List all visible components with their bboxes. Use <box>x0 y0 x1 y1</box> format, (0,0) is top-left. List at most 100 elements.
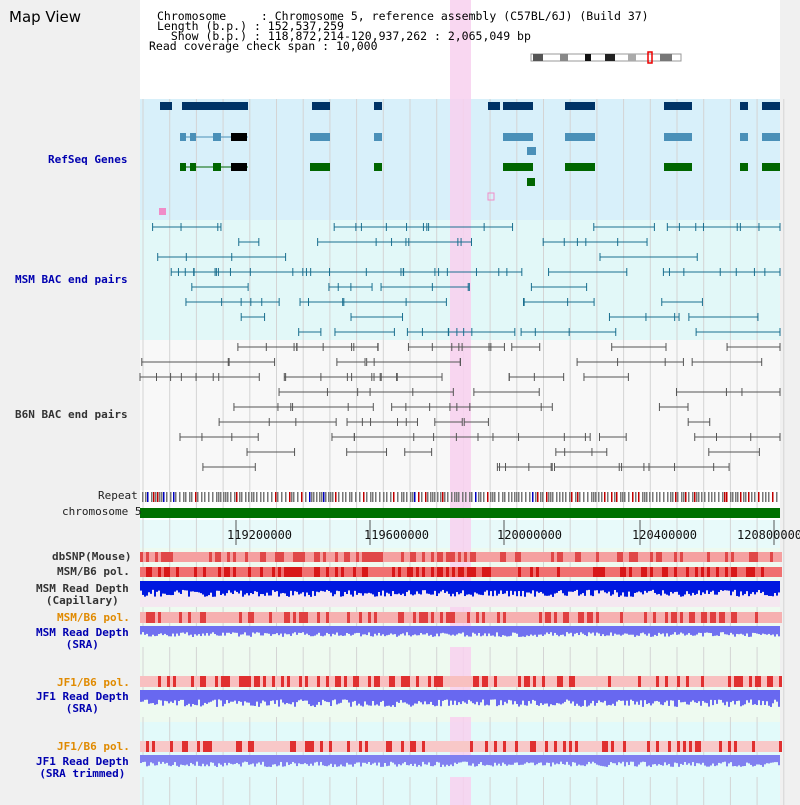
gene-exon <box>503 102 533 110</box>
depth-bar <box>664 581 666 594</box>
heat-cell <box>596 741 599 752</box>
b6n-bac-track-label[interactable]: B6N BAC end pairs <box>15 408 128 421</box>
chromosome-track-label[interactable]: chromosome 5 <box>62 505 142 518</box>
length-info: Length (b.p.) : 152,537,259 <box>157 19 344 33</box>
heat-cell <box>677 741 680 752</box>
repeat-mark <box>692 492 694 502</box>
depth-bar <box>328 626 330 635</box>
repeat-mark <box>323 492 325 502</box>
depth-bar <box>538 626 540 635</box>
msm-b6-pol-2-track-label[interactable]: MSM/B6 pol. <box>57 611 130 624</box>
heat-cell <box>590 741 593 752</box>
depth-bar <box>372 626 374 637</box>
heat-cell <box>395 567 398 577</box>
depth-bar <box>558 626 560 637</box>
jf1-depth-trimmed-label[interactable]: JF1 Read Depth (SRA trimmed) <box>36 755 129 780</box>
depth-bar <box>510 626 512 636</box>
depth-bar <box>624 581 626 597</box>
depth-bar <box>174 626 176 637</box>
heat-cell <box>512 567 515 577</box>
heat-cell <box>542 741 545 752</box>
heat-cell <box>728 741 731 752</box>
jf1-b6-pol-track-label[interactable]: JF1/B6 pol. <box>57 676 130 689</box>
jf1-depth-sra-label[interactable]: JF1 Read Depth (SRA) <box>36 690 129 715</box>
depth-bar <box>694 755 696 767</box>
depth-bar <box>546 626 548 633</box>
depth-bar <box>184 755 186 766</box>
depth-bar <box>510 755 512 765</box>
heat-cell <box>533 612 536 623</box>
depth-bar <box>744 755 746 766</box>
heat-cell <box>575 612 578 623</box>
heat-cell <box>206 741 209 752</box>
depth-bar <box>664 755 666 763</box>
depth-bar <box>658 690 660 702</box>
depth-bar <box>534 755 536 766</box>
jf1-b6-pol-2-track-label[interactable]: JF1/B6 pol. <box>57 740 130 753</box>
repeat-mark <box>663 492 665 502</box>
depth-bar <box>342 690 344 700</box>
repeat-mark <box>611 492 613 502</box>
depth-bar <box>496 690 498 707</box>
heat-cell <box>365 552 368 562</box>
heat-cell <box>665 612 668 623</box>
depth-bar <box>140 755 142 763</box>
depth-bar <box>434 690 436 707</box>
depth-bar <box>498 690 500 706</box>
depth-bar <box>500 626 502 637</box>
depth-bar <box>668 626 670 637</box>
msm-bac-track-label[interactable]: MSM BAC end pairs <box>15 273 128 286</box>
depth-bar <box>552 755 554 763</box>
heat-cell <box>248 612 251 623</box>
heat-cell <box>551 612 554 623</box>
msm-b6-pol-track-label[interactable]: MSM/B6 pol. <box>57 565 130 578</box>
depth-bar <box>492 626 494 636</box>
gene-exon <box>160 102 172 110</box>
msm-depth-sra-label[interactable]: MSM Read Depth (SRA) <box>36 626 129 651</box>
heat-cell <box>431 552 434 562</box>
depth-bar <box>292 581 294 596</box>
depth-bar <box>440 690 442 707</box>
depth-bar <box>292 690 294 703</box>
depth-bar <box>692 626 694 636</box>
msm-depth-capillary-label[interactable]: MSM Read Depth (Capillary) <box>36 582 129 607</box>
depth-bar <box>436 755 438 762</box>
heat-cell <box>740 567 743 577</box>
depth-bar <box>638 755 640 765</box>
depth-bar <box>618 690 620 701</box>
heat-cell <box>281 741 284 752</box>
heat-cell <box>434 567 437 577</box>
depth-bar <box>178 755 180 767</box>
heat-cell <box>602 612 605 623</box>
heat-cell <box>290 676 293 687</box>
heat-cell <box>449 567 452 577</box>
heat-cell <box>173 741 176 752</box>
heat-cell <box>728 612 731 623</box>
depth-bar <box>334 581 336 595</box>
heat-cell <box>326 676 329 687</box>
heat-cell <box>269 741 272 752</box>
heat-cell <box>209 552 212 562</box>
heat-cell <box>335 612 338 623</box>
depth-bar <box>496 755 498 766</box>
heat-cell <box>164 676 167 687</box>
depth-bar <box>354 626 356 634</box>
dbsnp-track-label[interactable]: dbSNP(Mouse) <box>52 550 132 563</box>
heat-cell <box>407 552 410 562</box>
heat-cell <box>317 567 320 577</box>
repeat-mark <box>622 492 624 502</box>
heat-cell <box>563 552 566 562</box>
heat-cell <box>512 612 515 623</box>
depth-bar <box>644 690 646 701</box>
depth-bar <box>346 755 348 763</box>
refseq-track-label[interactable]: RefSeq Genes <box>48 153 128 166</box>
depth-bar <box>616 690 618 702</box>
axis-tick-label: 119600000 <box>364 528 430 542</box>
depth-bar <box>636 626 638 636</box>
depth-bar <box>648 755 650 766</box>
repeat-track-label[interactable]: Repeat <box>98 489 138 502</box>
repeat-mark <box>414 492 416 502</box>
heat-cell <box>764 567 767 577</box>
depth-bar <box>354 690 356 701</box>
